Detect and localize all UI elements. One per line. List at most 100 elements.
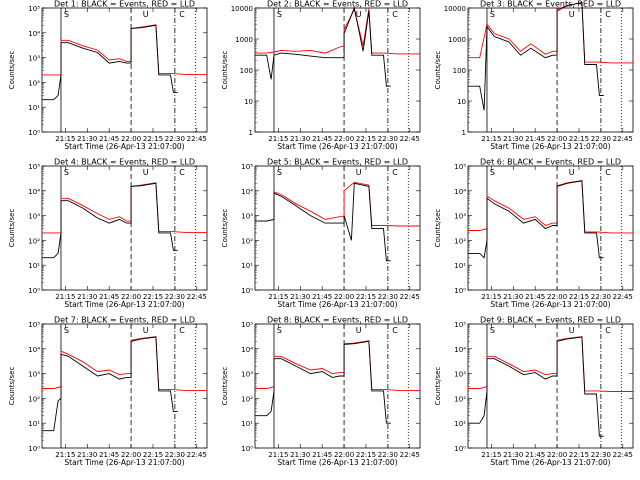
x-tick-label: 22:00 <box>547 293 567 301</box>
y-tick-label: 1 <box>462 129 466 137</box>
x-tick-label: 22:30 <box>378 135 398 143</box>
x-tick-label: 22:15 <box>356 451 376 459</box>
x-tick-label: 22:00 <box>121 135 141 143</box>
x-axis-label: Start Time (26-Apr-13 21:07:00) <box>64 458 184 467</box>
x-tick-label: 22:30 <box>165 135 185 143</box>
y-tick-label: 10⁰ <box>454 287 466 295</box>
y-tick-label: 10⁰ <box>241 287 253 295</box>
marker-label: U <box>356 10 362 19</box>
y-tick-label: 10³ <box>454 213 466 221</box>
y-tick-label: 10⁰ <box>241 445 253 453</box>
x-tick-label: 22:30 <box>591 293 611 301</box>
marker-label: S <box>277 10 282 19</box>
y-tick-label: 10⁴ <box>241 346 253 354</box>
y-tick-label: 10⁴ <box>454 346 466 354</box>
y-tick-label: 10¹ <box>454 262 466 270</box>
y-axis-label: Counts/sec <box>434 51 442 90</box>
y-tick-label: 10000 <box>231 5 253 13</box>
y-axis-label: Counts/sec <box>8 209 16 248</box>
y-tick-label: 10² <box>28 79 40 87</box>
y-tick-label: 10⁵ <box>241 163 253 171</box>
plot-frame <box>41 7 208 133</box>
y-tick-label: 1000 <box>235 36 253 44</box>
y-tick-label: 10¹ <box>28 262 40 270</box>
series-lld-line <box>42 336 207 391</box>
y-tick-label: 10² <box>454 395 466 403</box>
x-tick-label: 22:45 <box>400 135 420 143</box>
y-tick-label: 10⁰ <box>28 129 40 137</box>
panel-det-3: Det 3: BLACK = Events, RED = LLD 1 10 100 10… <box>434 0 634 151</box>
marker-label: U <box>569 168 575 177</box>
series-events-line <box>255 340 391 424</box>
panel-title: Det 1: BLACK = Events, RED = LLD <box>54 0 195 9</box>
x-tick-label: 21:15 <box>55 293 75 301</box>
x-tick-label: 21:45 <box>99 451 119 459</box>
y-tick-label: 10³ <box>241 213 253 221</box>
x-tick-label: 21:30 <box>503 451 523 459</box>
x-tick-label: 21:15 <box>268 293 288 301</box>
panel-det-7: Det 7: BLACK = Events, RED = LLD 10⁰ 10¹ 10… <box>8 316 208 467</box>
y-tick-label: 10¹ <box>241 262 253 270</box>
series-lld-line <box>255 181 420 227</box>
y-axis-label: Counts/sec <box>221 367 229 406</box>
plot-frame <box>41 323 208 449</box>
x-tick-label: 22:15 <box>569 451 589 459</box>
marker-label: U <box>143 10 149 19</box>
x-axis-label: Start Time (26-Apr-13 21:07:00) <box>64 300 184 309</box>
marker-label: U <box>143 168 149 177</box>
marker-label: C <box>605 10 611 19</box>
x-tick-label: 22:15 <box>356 293 376 301</box>
y-tick-label: 10³ <box>241 371 253 379</box>
x-tick-label: 22:45 <box>187 451 207 459</box>
y-tick-label: 10⁴ <box>28 188 40 196</box>
x-tick-label: 21:45 <box>99 135 119 143</box>
plot-frame <box>254 7 421 133</box>
marker-label: U <box>143 326 149 335</box>
plot-frame <box>467 323 634 449</box>
x-tick-label: 21:45 <box>312 135 332 143</box>
series-events-line <box>42 24 178 101</box>
panel-det-6: Det 6: BLACK = Events, RED = LLD 10⁰ 10¹ 10… <box>434 158 634 309</box>
x-tick-label: 21:15 <box>55 135 75 143</box>
y-tick-label: 10⁰ <box>454 445 466 453</box>
series-events-line <box>255 6 391 87</box>
y-axis-label: Counts/sec <box>434 367 442 406</box>
panel-det-1: Det 1: BLACK = Events, RED = LLD 10⁰ 10¹ 10… <box>8 0 208 151</box>
y-tick-label: 10¹ <box>28 420 40 428</box>
x-axis-label: Start Time (26-Apr-13 21:07:00) <box>490 142 610 151</box>
y-tick-label: 100 <box>453 67 466 75</box>
x-tick-label: 22:30 <box>591 451 611 459</box>
marker-label: C <box>392 10 398 19</box>
x-axis-label: Start Time (26-Apr-13 21:07:00) <box>490 300 610 309</box>
y-tick-label: 10⁵ <box>28 321 40 329</box>
x-tick-label: 22:45 <box>400 451 420 459</box>
marker-label: U <box>356 326 362 335</box>
x-tick-label: 21:15 <box>268 451 288 459</box>
y-tick-label: 10¹ <box>241 420 253 428</box>
panel-det-2: Det 2: BLACK = Events, RED = LLD 1 10 100 10… <box>221 0 421 151</box>
y-tick-label: 10000 <box>444 5 466 13</box>
y-tick-label: 10³ <box>454 371 466 379</box>
marker-label: S <box>277 326 282 335</box>
y-tick-label: 10⁰ <box>28 445 40 453</box>
x-tick-label: 21:45 <box>525 451 545 459</box>
y-tick-label: 10 <box>457 98 466 106</box>
x-tick-label: 22:00 <box>334 135 354 143</box>
y-tick-label: 1 <box>249 129 253 137</box>
marker-label: S <box>64 326 69 335</box>
series-lld-line <box>42 182 207 234</box>
marker-label: S <box>490 326 495 335</box>
x-tick-label: 22:00 <box>121 451 141 459</box>
x-tick-label: 21:15 <box>481 135 501 143</box>
x-tick-label: 22:00 <box>121 293 141 301</box>
x-tick-label: 22:30 <box>378 451 398 459</box>
marker-label: C <box>179 10 185 19</box>
y-tick-label: 10⁴ <box>28 30 40 38</box>
series-events-line <box>42 182 178 259</box>
x-tick-label: 22:30 <box>591 135 611 143</box>
y-axis-label: Counts/sec <box>8 51 16 90</box>
panel-det-8: Det 8: BLACK = Events, RED = LLD 10⁰ 10¹ 10… <box>221 316 421 467</box>
panel-title: Det 3: BLACK = Events, RED = LLD <box>480 0 621 9</box>
x-tick-label: 22:30 <box>165 293 185 301</box>
x-tick-label: 21:30 <box>77 293 97 301</box>
